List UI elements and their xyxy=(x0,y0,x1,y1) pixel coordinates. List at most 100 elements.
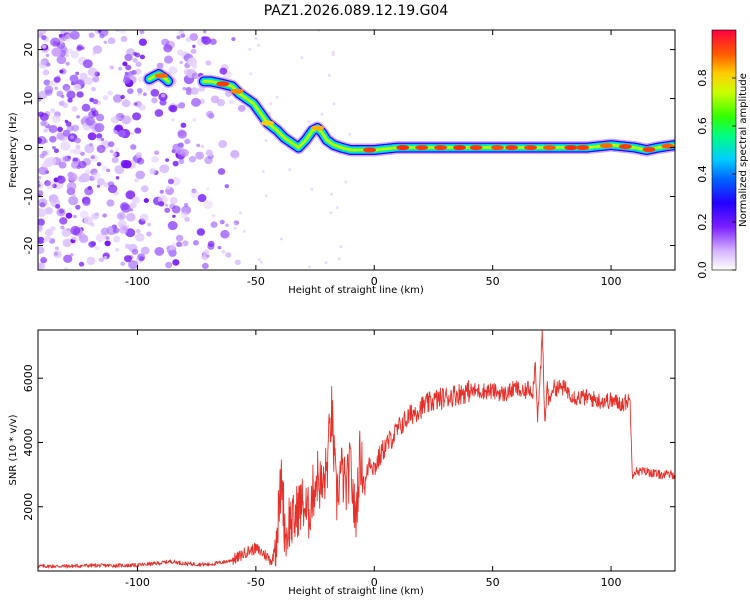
spectrogram-noise-blob xyxy=(191,97,201,107)
spectrogram-noise-blob xyxy=(143,198,149,203)
spectrogram-noise-blob xyxy=(139,213,149,222)
spectrogram-noise-blob xyxy=(81,196,91,205)
spectrogram-noise-blob xyxy=(234,259,241,266)
spectrogram-noise-blob xyxy=(80,151,85,156)
spectrogram-noise-blob xyxy=(41,150,48,157)
spectrogram-noise-blob xyxy=(165,158,170,162)
spectrogram-noise-blob xyxy=(61,228,72,237)
spectrogram-noise-blob xyxy=(332,102,336,106)
spectrogram-noise-blob xyxy=(38,189,44,195)
spectrogram-noise-blob xyxy=(41,44,47,49)
spectrogram-noise-blob xyxy=(178,158,185,165)
spectrogram-ylabel: Frequency (Hz) xyxy=(8,112,19,188)
spectrogram-hotspot xyxy=(363,147,377,153)
spectrogram-noise-blob xyxy=(96,144,106,154)
spectrogram-noise-blob xyxy=(138,104,146,111)
spectrogram-noise-blob xyxy=(124,53,133,62)
spectrogram-noise-blob xyxy=(124,71,129,76)
spectrogram-noise-blob xyxy=(91,86,97,92)
spectrogram-noise-blob xyxy=(166,185,171,190)
spectrogram-hotspot xyxy=(154,73,168,79)
spectrogram-noise-blob xyxy=(105,236,110,240)
spectrogram-noise-blob xyxy=(73,214,77,219)
spectrogram-noise-blob xyxy=(38,180,41,184)
spectrogram-noise-blob xyxy=(38,246,45,254)
spectrogram-noise-blob xyxy=(135,151,143,159)
spectrogram-noise-blob xyxy=(66,187,76,196)
spectrogram-noise-blob xyxy=(225,223,230,227)
spectrogram-noise-blob xyxy=(71,124,80,132)
spectrogram-noise-blob xyxy=(202,30,207,34)
spectrogram-noise-blob xyxy=(279,237,283,241)
spectrogram-noise-blob xyxy=(132,58,138,63)
spectrogram-xtick-label: -50 xyxy=(247,275,265,288)
snr-ytick-label: 2000 xyxy=(22,493,35,521)
spectrogram-noise-blob xyxy=(136,157,145,165)
snr-xtick-label: 0 xyxy=(371,576,378,589)
spectrogram-noise-blob xyxy=(107,141,115,148)
spectrogram-noise-blob xyxy=(99,33,105,39)
spectrogram-noise-blob xyxy=(327,73,331,77)
snr-xlabel: Height of straight line (km) xyxy=(288,586,424,597)
spectrogram-noise-blob xyxy=(65,212,73,219)
spectrogram-noise-blob xyxy=(91,171,101,181)
spectrogram-noise xyxy=(38,30,352,270)
spectrogram-noise-blob xyxy=(239,211,243,215)
spectrogram-noise-blob xyxy=(154,150,160,155)
spectrogram-noise-blob xyxy=(63,254,73,263)
spectrogram-noise-blob xyxy=(112,227,120,234)
spectrogram-noise-blob xyxy=(269,102,273,106)
spectrogram-hotspot xyxy=(261,120,275,126)
spectrogram-noise-blob xyxy=(248,47,252,51)
spectrogram-noise-blob xyxy=(96,162,102,167)
spectrogram-noise-blob xyxy=(120,94,125,100)
spectrogram-noise-blob xyxy=(201,253,209,261)
spectrogram-noise-blob xyxy=(52,183,57,189)
spectrogram-hotspot xyxy=(415,144,429,151)
spectrogram-noise-blob xyxy=(81,103,91,112)
spectrogram-noise-blob xyxy=(56,132,65,140)
spectrogram-noise-blob xyxy=(121,99,131,108)
spectrogram-noise-blob xyxy=(176,35,181,40)
spectrogram-noise-blob xyxy=(164,203,169,207)
spectrogram-noise-blob xyxy=(91,212,99,220)
spectrogram-noise-blob xyxy=(72,236,77,241)
spectrogram-noise-blob xyxy=(79,210,89,219)
spectrogram-noise-blob xyxy=(167,221,178,231)
colorbar-ticks: 0.0 0.2 0.4 0.6 0.8 xyxy=(696,69,736,279)
spectrogram-noise-blob xyxy=(38,167,46,175)
spectrogram-noise-blob xyxy=(38,60,48,69)
spectrogram-noise-blob xyxy=(150,88,160,97)
spectrogram-noise-blob xyxy=(154,246,165,256)
spectrogram-noise-blob xyxy=(70,50,80,59)
spectrogram-hotspot xyxy=(599,142,613,149)
spectrogram-noise-blob xyxy=(69,74,79,83)
spectrogram-xtick-label: -100 xyxy=(125,275,150,288)
spectrogram-hotspot xyxy=(453,144,467,151)
spectrogram-noise-blob xyxy=(58,161,67,169)
spectrogram-hotspot xyxy=(524,144,538,151)
spectrogram-noise-blob xyxy=(120,261,126,266)
spectrogram-noise-blob xyxy=(106,199,115,207)
spectrogram-noise-blob xyxy=(224,184,230,189)
spectrogram-noise-blob xyxy=(94,122,105,133)
spectrogram-noise-blob xyxy=(103,181,110,188)
spectrogram-noise-blob xyxy=(63,267,69,270)
spectrogram-noise-blob xyxy=(225,252,232,258)
snr-xtick-label: 100 xyxy=(601,576,622,589)
spectrogram-noise-blob xyxy=(79,173,91,183)
spectrogram-noise-blob xyxy=(49,135,57,143)
spectrogram-noise-blob xyxy=(135,228,141,234)
spectrogram-noise-blob xyxy=(164,207,171,213)
spectrogram-noise-blob xyxy=(131,248,139,255)
spectrogram-noise-blob xyxy=(50,108,56,114)
spectrogram-noise-blob xyxy=(56,55,67,65)
spectrogram-noise-blob xyxy=(130,131,134,135)
spectrogram-noise-blob xyxy=(307,120,311,124)
spectrogram-noise-blob xyxy=(71,106,78,112)
spectrogram-noise-blob xyxy=(196,143,201,148)
spectrogram-noise-blob xyxy=(221,249,226,254)
spectrogram-ridge xyxy=(142,67,675,157)
spectrogram-noise-blob xyxy=(189,33,199,41)
